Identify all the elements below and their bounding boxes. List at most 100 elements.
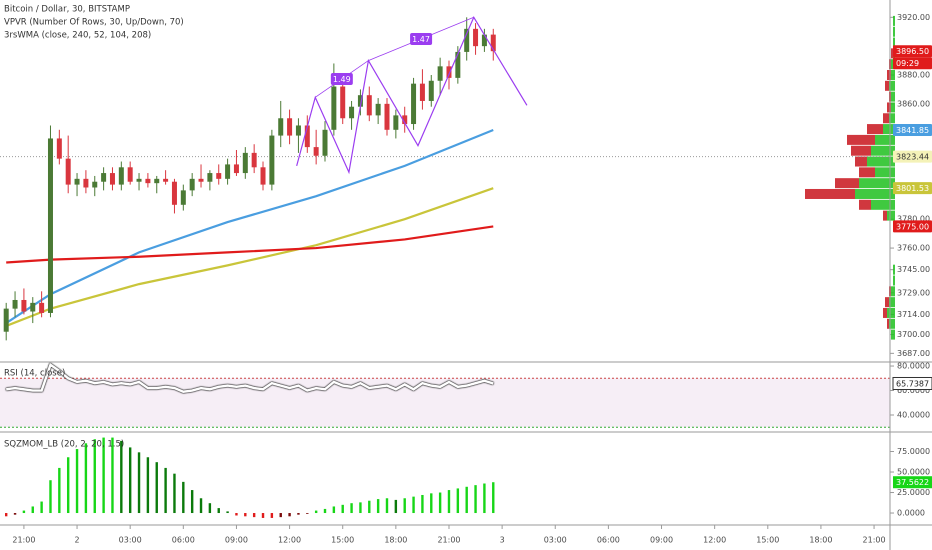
volume-up (855, 188, 895, 199)
volume-down (887, 318, 889, 329)
candle-body (269, 135, 275, 185)
candle-body (225, 164, 231, 179)
momentum-bar (226, 511, 229, 514)
momentum-bar (173, 473, 176, 514)
volume-up (893, 15, 895, 26)
momentum-bar (288, 513, 291, 517)
momentum-bar (164, 467, 167, 514)
candle-body (12, 299, 18, 309)
price-tag (893, 182, 932, 195)
momentum-bar (66, 457, 70, 514)
price-tag (893, 45, 932, 58)
price-tag (893, 57, 932, 70)
momentum-bar (182, 481, 185, 514)
volume-down (883, 113, 889, 124)
candle-body (83, 178, 89, 188)
candle-body (3, 308, 9, 332)
candle-body (39, 302, 45, 313)
candle-body (490, 34, 496, 52)
volume-down (847, 134, 875, 145)
price-tag (893, 124, 932, 137)
y-tick-label: 3729.00 (897, 288, 930, 297)
volume-down (867, 124, 883, 135)
y-tick-label: 3700.00 (897, 330, 930, 339)
volume-down (805, 188, 855, 199)
candle-body (313, 147, 319, 156)
momentum-bar (84, 443, 88, 514)
candle-body (357, 95, 363, 107)
volume-up (893, 26, 895, 37)
volume-up (887, 307, 895, 318)
candle-body (109, 173, 115, 185)
momentum-bar (279, 513, 282, 518)
candle-body (366, 95, 372, 116)
x-tick-label: 15:00 (331, 536, 354, 545)
candle-body (198, 178, 204, 182)
x-tick-label: 15:00 (756, 536, 779, 545)
volume-down (855, 156, 867, 167)
candle-body (145, 178, 151, 184)
momentum-bar (208, 503, 212, 514)
momentum-bar (146, 457, 150, 514)
y-tick-label: 25.0000 (897, 488, 930, 497)
volume-up (889, 113, 895, 124)
pattern-label: 1.47 (412, 35, 430, 44)
rsi-band (0, 378, 890, 428)
momentum-bar (93, 439, 96, 514)
x-tick-label: 18:00 (384, 536, 407, 545)
x-tick-label: 21:00 (437, 536, 460, 545)
candle-body (242, 152, 248, 174)
momentum-bar (102, 437, 105, 514)
momentum-bar (412, 496, 415, 514)
layer: 21:00 2 03:00 06:00 09:00 12:00 15:00 18:00 21:0… (0, 13, 932, 545)
candle-body (118, 167, 124, 185)
rsi-tag-label: 65.7387 (896, 379, 929, 388)
x-tick-label: 21:00 (863, 536, 886, 545)
momentum-bar (306, 513, 309, 514)
x-tick-label: 03:00 (119, 536, 142, 545)
candle-body (101, 173, 107, 182)
candle-body (251, 152, 257, 168)
volume-up (875, 134, 895, 145)
momentum-bar (190, 490, 194, 514)
y-tick-label: 3714.00 (897, 310, 930, 319)
volume-down (851, 145, 871, 156)
momentum-tag (893, 476, 932, 489)
candle-body (207, 173, 213, 182)
candle-body (428, 80, 434, 101)
y-tick-label: 75.0000 (897, 447, 930, 456)
volume-up (875, 167, 895, 178)
volume-down (887, 69, 891, 80)
momentum-bar (438, 492, 442, 514)
x-tick-label: 06:00 (172, 536, 195, 545)
candle-body (136, 178, 142, 182)
momentum-bar (4, 513, 8, 517)
volume-up (891, 102, 895, 113)
candle-body (92, 181, 98, 188)
momentum-bar (75, 449, 79, 514)
indicator-legend: 3rsWMA (close, 240, 52, 104, 208) (4, 31, 151, 41)
rsi-tag (892, 376, 932, 390)
volume-up (883, 124, 895, 135)
volume-up (893, 37, 895, 48)
momentum-bar (128, 447, 132, 514)
candle-body (180, 190, 186, 205)
x-tick-label: 3 (500, 536, 505, 545)
candle-body (295, 125, 301, 136)
volume-up (893, 275, 895, 286)
momentum-bar (252, 513, 256, 518)
x-tick-label: 12:00 (703, 536, 726, 545)
momentum-bar (13, 513, 17, 515)
momentum-bar (385, 498, 389, 514)
y-tick-label: 60.0000 (897, 386, 930, 395)
momentum-bar (155, 462, 158, 514)
candle-body (464, 28, 470, 52)
momentum-bar (49, 480, 52, 514)
candle-body (21, 299, 27, 312)
momentum-bar (394, 499, 398, 514)
candle-body (74, 178, 80, 185)
candle-body (171, 181, 177, 205)
volume-up (889, 80, 895, 91)
momentum-bar (217, 508, 220, 514)
